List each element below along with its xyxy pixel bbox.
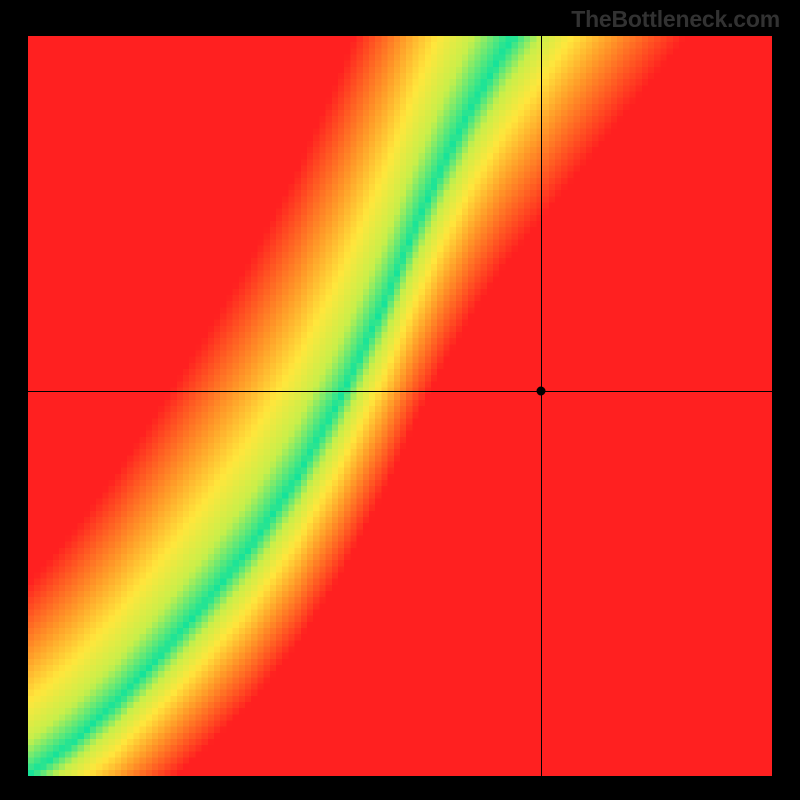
- crosshair-vertical-line: [541, 36, 542, 776]
- watermark-text: TheBottleneck.com: [571, 6, 780, 33]
- heatmap-plot-area: [28, 36, 772, 776]
- bottleneck-heatmap: [28, 36, 772, 776]
- crosshair-horizontal-line: [28, 391, 772, 392]
- selection-marker-dot: [537, 387, 546, 396]
